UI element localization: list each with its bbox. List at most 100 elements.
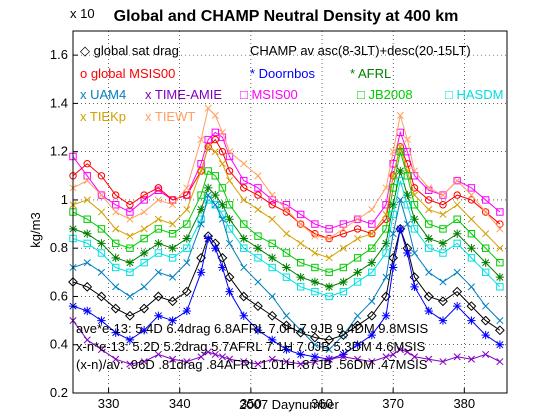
data-point: [97, 191, 106, 199]
data-point: [97, 239, 106, 248]
data-point: [254, 172, 262, 180]
data-point: [382, 249, 390, 257]
data-point: [211, 201, 219, 209]
data-point: [197, 353, 205, 361]
data-point: [439, 225, 447, 233]
data-point: [204, 191, 212, 199]
data-point: [410, 167, 419, 175]
data-point: [396, 346, 404, 354]
data-point: [254, 184, 262, 192]
data-point: [196, 268, 206, 277]
data-point: [389, 230, 397, 238]
data-point: [125, 335, 135, 345]
y-tick-label: 1: [61, 192, 68, 207]
data-point: [482, 350, 490, 358]
annotations: ave*e-13: 5.4D 6.4drag 6.8AFRL 7.0H 7.9J…: [76, 321, 428, 372]
data-point: [83, 177, 91, 185]
data-point: [338, 330, 349, 340]
annotation-line: (x-n)/av: .96D .81drag .84AFRL 1.01H .87…: [76, 357, 428, 372]
data-point: [410, 249, 419, 257]
data-point: [218, 133, 227, 141]
annotation-line: x-n*e-13: 5.2D 5.2drag 5.7AFRL 7.1H 7.0J…: [76, 339, 426, 354]
data-point: [396, 224, 405, 234]
data-point: [204, 143, 212, 151]
x-tick-label: 360: [311, 396, 333, 411]
data-point: [410, 282, 419, 292]
data-point: [126, 292, 134, 301]
data-point: [282, 273, 291, 281]
data-point: [111, 201, 120, 209]
data-point: [225, 355, 234, 363]
data-point: [211, 148, 219, 156]
data-point: [218, 184, 227, 192]
data-point: [453, 177, 461, 185]
data-point: [97, 191, 106, 199]
data-point: [403, 201, 412, 209]
data-point: [425, 184, 433, 192]
data-point: [310, 277, 320, 287]
data-point: [368, 220, 376, 228]
data-point: [354, 312, 362, 320]
data-point: [197, 167, 205, 175]
data-point: [403, 136, 411, 144]
data-point: [439, 191, 447, 199]
data-point: [253, 244, 263, 253]
data-point: [111, 253, 120, 263]
data-point: [238, 291, 249, 302]
data-point: [169, 273, 177, 281]
data-point: [410, 215, 419, 224]
data-point: [388, 252, 399, 263]
series-line: [72, 151, 501, 273]
data-point: [225, 167, 234, 175]
data-point: [368, 268, 376, 277]
data-point: [324, 334, 335, 345]
data-point: [218, 200, 227, 209]
data-point: [310, 352, 320, 361]
data-point: [140, 258, 148, 267]
data-point: [183, 191, 191, 199]
data-point: [311, 220, 319, 228]
data-point: [282, 201, 291, 209]
data-point: [296, 220, 305, 228]
data-point: [495, 272, 505, 282]
data-point: [268, 292, 276, 301]
data-point: [203, 183, 213, 193]
data-point: [382, 184, 390, 192]
data-point: [282, 230, 290, 238]
data-point: [197, 167, 205, 175]
legend-entry: □ HASDM: [445, 87, 503, 102]
data-point: [467, 184, 476, 192]
chart-title: Global and CHAMP Neutral Density at 400 …: [114, 8, 459, 25]
legend-entry: □ MSIS00: [240, 87, 298, 102]
data-point: [218, 353, 226, 361]
data-point: [282, 208, 291, 216]
data-point: [496, 225, 504, 233]
data-point: [423, 291, 434, 302]
data-point: [218, 210, 227, 219]
data-point: [197, 136, 205, 144]
data-point: [339, 277, 348, 287]
data-point: [217, 252, 228, 263]
data-point: [368, 297, 376, 305]
data-point: [254, 254, 262, 262]
data-point: [424, 306, 433, 316]
data-point: [169, 355, 177, 363]
data-point: [282, 249, 291, 257]
data-point: [197, 191, 205, 199]
data-point: [482, 302, 490, 310]
data-point: [482, 230, 490, 238]
data-point: [239, 311, 248, 320]
data-point: [268, 201, 276, 209]
data-point: [339, 220, 348, 228]
series-msis00: [69, 128, 504, 233]
data-point: [297, 239, 305, 247]
data-point: [482, 208, 490, 216]
data-point: [425, 196, 433, 204]
data-point: [253, 326, 263, 335]
data-point: [111, 263, 120, 272]
data-point: [439, 278, 447, 286]
legend-entry: o global MSIS00: [80, 66, 175, 81]
data-point: [154, 196, 162, 204]
series-global-msis00: [69, 135, 504, 243]
x-tick-label: 340: [169, 396, 191, 411]
